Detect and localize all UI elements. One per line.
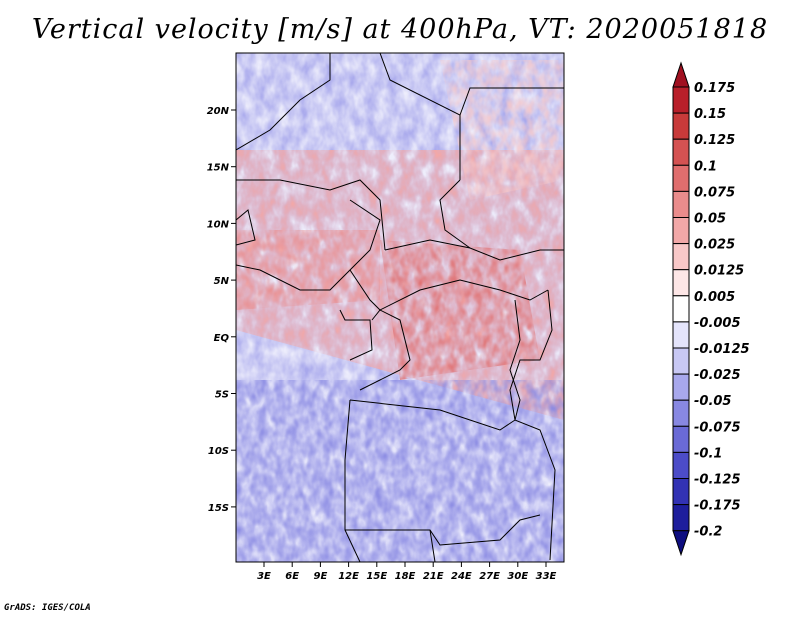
colorbar-segment (672, 347, 690, 375)
vertical-velocity-field (236, 53, 564, 562)
lon-tick-label: 24E (451, 571, 472, 582)
country-borders (236, 53, 564, 562)
colorbar-label: 0.125 (694, 133, 735, 148)
lat-tick-label: 15S (208, 503, 229, 514)
lat-tick-label: 10S (208, 446, 229, 457)
colorbar-segment (672, 164, 690, 192)
colorbar-label: -0.075 (694, 420, 741, 435)
colorbar-segment (672, 451, 690, 479)
lon-tick-label: 30E (507, 571, 528, 582)
colorbar-segment (672, 399, 690, 427)
map-frame (235, 52, 565, 563)
colorbar-top-arrow (672, 61, 690, 88)
colorbar-label: 0.175 (694, 81, 735, 96)
colorbar-label: 0.025 (694, 238, 735, 253)
lat-tick-label: 15N (207, 163, 230, 174)
colorbar-bottom-arrow (672, 530, 690, 557)
lon-tick-label: 6E (285, 571, 299, 582)
lat-tick-label: EQ (214, 333, 230, 344)
colorbar-label: 0.05 (694, 212, 726, 227)
colorbar-label: -0.125 (694, 473, 741, 488)
colorbar-label: 0.15 (694, 107, 726, 122)
colorbar-label: 0.005 (694, 290, 735, 305)
colorbar-segment (672, 478, 690, 506)
colorbar-segment (672, 217, 690, 245)
colorbar-segment (672, 138, 690, 166)
colorbar-segment (672, 295, 690, 323)
colorbar-label: 0.1 (694, 159, 717, 174)
colorbar-segment (672, 269, 690, 297)
colorbar-segment (672, 321, 690, 349)
software-credit: GrADS: IGES/COLA (4, 603, 91, 613)
colorbar-label: -0.1 (694, 446, 722, 461)
lat-tick-label: 5S (215, 390, 229, 401)
colorbar-segment (672, 190, 690, 218)
lon-tick-label: 18E (395, 571, 416, 582)
lon-tick-label: 15E (366, 571, 387, 582)
colorbar-segment (672, 373, 690, 401)
colorbar-segment (672, 425, 690, 453)
colorbar-label: -0.0125 (694, 342, 750, 357)
colorbar-segment (672, 86, 690, 114)
lon-tick-label: 33E (536, 571, 557, 582)
lat-tick-label: 10N (207, 219, 230, 230)
colorbar-label: 0.075 (694, 185, 735, 200)
colorbar: 0.175 0.15 0.125 0.1 0.075 0.05 0.025 0.0125 0.0… (672, 61, 750, 557)
colorbar-segment (672, 504, 690, 532)
colorbar-label: -0.05 (694, 394, 731, 409)
colorbar-label: -0.175 (694, 499, 741, 514)
plot-title: Vertical velocity [m/s] at 400hPa, VT: 2… (31, 14, 769, 45)
lat-tick-label: 20N (207, 106, 230, 117)
colorbar-label: -0.005 (694, 316, 741, 331)
longitude-axis: 3E 6E 9E 12E 15E 18E 21E 24E 27E 30E 33E (257, 562, 557, 582)
lon-tick-label: 27E (479, 571, 500, 582)
colorbar-label: 0.0125 (694, 264, 744, 279)
lon-tick-label: 12E (338, 571, 359, 582)
lon-tick-label: 9E (314, 571, 328, 582)
colorbar-label: -0.2 (694, 525, 722, 540)
colorbar-segment (672, 112, 690, 140)
lat-tick-label: 5N (214, 276, 230, 287)
colorbar-segment (672, 243, 690, 271)
lon-tick-label: 3E (257, 571, 271, 582)
latitude-axis: 20N 15N 10N 5N EQ 5S 10S 15S (207, 106, 236, 514)
lon-tick-label: 21E (423, 571, 444, 582)
colorbar-label: -0.025 (694, 368, 741, 383)
